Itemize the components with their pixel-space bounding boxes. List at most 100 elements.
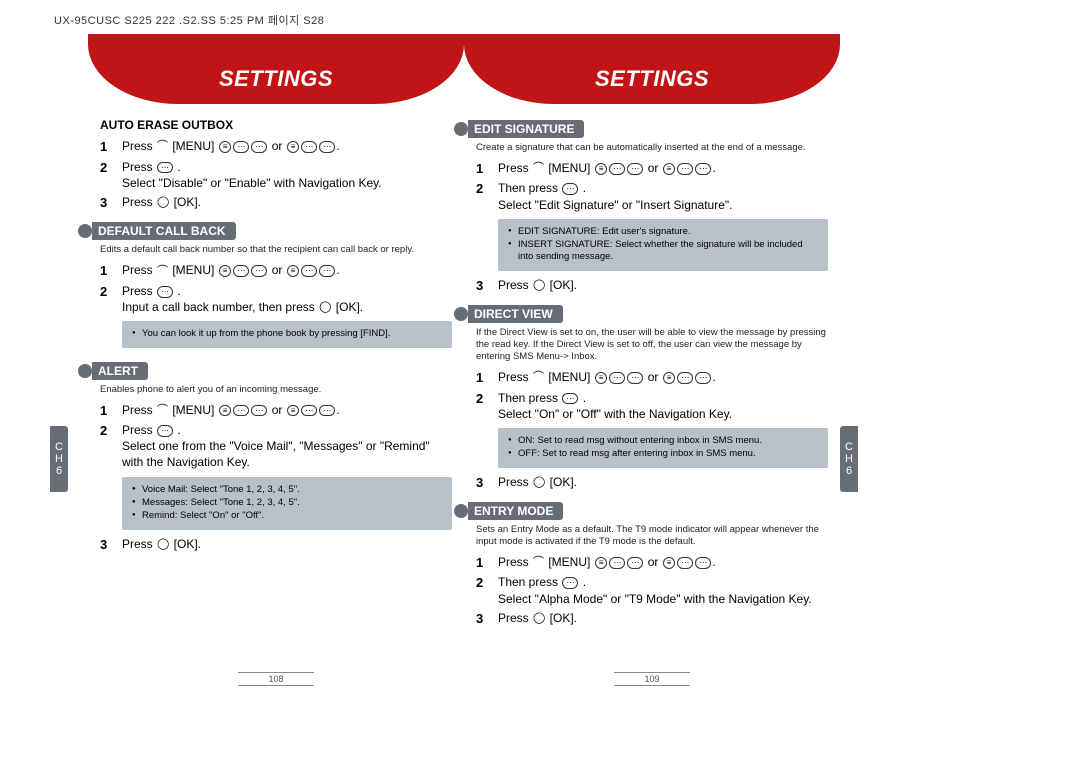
step-number: 1 [100,402,122,420]
key-icon: ⋯ [677,372,693,384]
key-icon: ⋯ [233,405,249,417]
softkey-icon: ⌒ [156,403,169,418]
softkey-icon: ⌒ [532,555,545,570]
instruction-step: 2Press ⋯ .Select "Disable" or "Enable" w… [100,159,452,191]
key-icon: ≡ [663,557,676,569]
key-icon: ⋯ [562,577,578,589]
page-right: SETTINGS EDIT SIGNATURECreate a signatur… [464,34,840,704]
section-description: Create a signature that can be automatic… [476,142,828,154]
instruction-step: 1Press ⌒ [MENU] ≡⋯⋯ or ≡⋯⋯. [476,369,828,387]
softkey-icon: ⌒ [532,161,545,176]
instruction-step: 2Press ⋯ .Input a call back number, then… [100,283,452,315]
ok-icon: ◯ [532,278,546,293]
print-header: UX-95CUSC S225 222 .S2.SS 5:25 PM 페이지 S2… [54,12,324,28]
step-text: Press ⌒ [MENU] ≡⋯⋯ or ≡⋯⋯. [122,402,452,420]
instruction-step: 2Then press ⋯ .Select "Edit Signature" o… [476,180,828,212]
key-icon: ⋯ [627,557,643,569]
note-box: Voice Mail: Select "Tone 1, 2, 3, 4, 5".… [122,477,452,530]
ok-icon: ◯ [532,475,546,490]
step-text: Press ⌒ [MENU] ≡⋯⋯ or ≡⋯⋯. [122,138,452,156]
key-icon: ⋯ [562,393,578,405]
ok-icon: ◯ [156,195,170,210]
key-icon: ⋯ [677,557,693,569]
key-icon: ≡ [663,372,676,384]
key-icon: ⋯ [301,141,317,153]
ok-icon: ◯ [532,611,546,626]
key-icon: ≡ [287,265,300,277]
note-box: ON: Set to read msg without entering inb… [498,428,828,468]
chapter-number: 6 [56,465,62,477]
step-text: Then press ⋯ .Select "On" or "Off" with … [498,390,828,422]
key-icon: ⋯ [562,183,578,195]
section-description: If the Direct View is set to on, the use… [476,327,828,363]
key-icon: ⋯ [157,286,173,298]
instruction-step: 3Press ◯ [OK]. [476,610,828,628]
section-heading: AUTO ERASE OUTBOX [100,118,452,132]
key-icon: ⋯ [695,557,711,569]
key-icon: ⋯ [157,162,173,174]
section-pill-heading: DIRECT VIEW [468,305,563,323]
instruction-step: 3Press ◯ [OK]. [100,194,452,212]
softkey-icon: ⌒ [532,370,545,385]
key-icon: ⋯ [251,141,267,153]
softkey-icon: ⌒ [156,264,169,279]
key-icon: ⋯ [677,163,693,175]
key-icon: ≡ [595,372,608,384]
step-number: 3 [100,536,122,554]
key-icon: ⋯ [609,557,625,569]
key-icon: ≡ [287,405,300,417]
page-content-right: EDIT SIGNATURECreate a signature that ca… [476,112,828,630]
note-item: Remind: Select "On" or "Off". [132,510,442,522]
note-item: INSERT SIGNATURE: Select whether the sig… [508,239,818,264]
step-number: 1 [100,138,122,156]
key-icon: ⋯ [301,405,317,417]
key-icon: ≡ [595,557,608,569]
step-number: 2 [476,390,498,422]
step-text: Then press ⋯ .Select "Edit Signature" or… [498,180,828,212]
step-number: 1 [476,369,498,387]
ok-icon: ◯ [156,537,170,552]
section-pill-heading: EDIT SIGNATURE [468,120,584,138]
instruction-step: 2Then press ⋯ .Select "Alpha Mode" or "T… [476,574,828,606]
step-text: Press ⋯ .Select "Disable" or "Enable" wi… [122,159,452,191]
page-header-tab: SETTINGS [464,34,840,104]
key-icon: ⋯ [695,163,711,175]
key-icon: ⋯ [233,141,249,153]
section-description: Enables phone to alert you of an incomin… [100,384,452,396]
key-icon: ⋯ [319,405,335,417]
key-icon: ≡ [219,405,232,417]
step-number: 1 [100,262,122,280]
instruction-step: 1Press ⌒ [MENU] ≡⋯⋯ or ≡⋯⋯. [100,262,452,280]
step-text: Press ⌒ [MENU] ≡⋯⋯ or ≡⋯⋯. [498,554,828,572]
step-number: 2 [476,180,498,212]
step-text: Press ◯ [OK]. [498,474,828,492]
step-number: 2 [476,574,498,606]
note-item: OFF: Set to read msg after entering inbo… [508,448,818,460]
step-number: 2 [100,422,122,471]
key-icon: ⋯ [157,425,173,437]
section-description: Edits a default call back number so that… [100,244,452,256]
step-number: 3 [476,610,498,628]
step-text: Press ⋯ .Input a call back number, then … [122,283,452,315]
ok-icon: ◯ [318,300,332,315]
note-item: You can look it up from the phone book b… [132,328,442,340]
page-title: SETTINGS [595,66,709,92]
key-icon: ⋯ [695,372,711,384]
step-text: Press ◯ [OK]. [122,194,452,212]
key-icon: ⋯ [319,265,335,277]
page-title: SETTINGS [219,66,333,92]
note-item: ON: Set to read msg without entering inb… [508,435,818,447]
note-box: EDIT SIGNATURE: Edit user's signature.IN… [498,219,828,271]
key-icon: ⋯ [233,265,249,277]
chapter-tab-left: C H 6 [50,426,68,492]
note-item: EDIT SIGNATURE: Edit user's signature. [508,226,818,238]
chapter-letter: C [55,441,63,453]
page-left: SETTINGS AUTO ERASE OUTBOX1Press ⌒ [MENU… [88,34,464,704]
key-icon: ⋯ [319,141,335,153]
step-text: Press ⋯ .Select one from the "Voice Mail… [122,422,452,471]
key-icon: ≡ [287,141,300,153]
step-text: Press ⌒ [MENU] ≡⋯⋯ or ≡⋯⋯. [498,160,828,178]
instruction-step: 1Press ⌒ [MENU] ≡⋯⋯ or ≡⋯⋯. [100,402,452,420]
note-box: You can look it up from the phone book b… [122,321,452,347]
key-icon: ≡ [219,141,232,153]
